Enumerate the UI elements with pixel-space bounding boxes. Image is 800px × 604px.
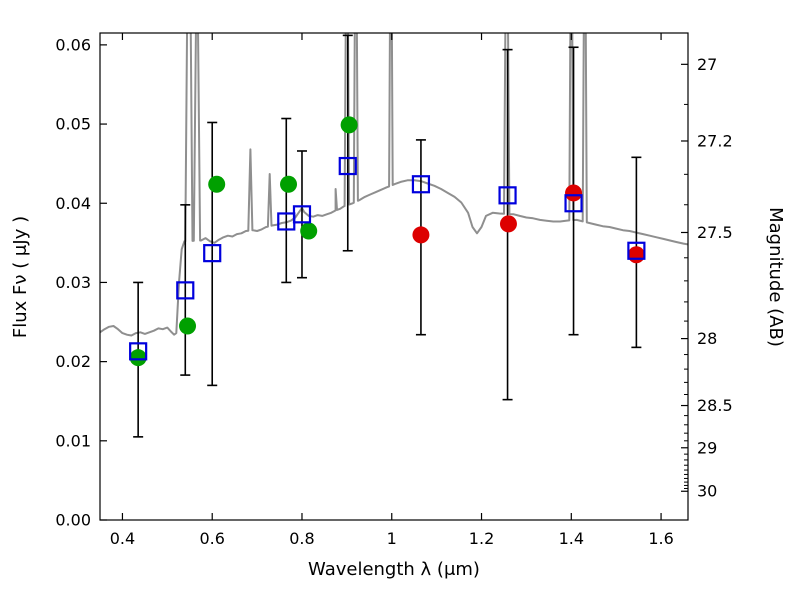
x-tick-label: 0.6 — [199, 529, 224, 548]
x-tick-label: 1 — [387, 529, 397, 548]
y2-axis-label: Magnitude (AB) — [765, 207, 786, 347]
x-tick-label: 0.4 — [110, 529, 135, 548]
x-tick-label: 1.2 — [469, 529, 494, 548]
mag-tick-label: 28 — [697, 329, 717, 348]
blue-squares-marker — [338, 156, 357, 176]
y-tick-label: 0.05 — [55, 115, 91, 134]
blue-squares — [129, 156, 646, 361]
ticks: 0.4 0.6 0.8 1 1.2 1.4 1.6 0.00 0.01 0.02 0.03 0.04 0… — [55, 33, 733, 548]
blue-squares-marker — [411, 175, 431, 194]
green-circles-marker — [280, 175, 298, 193]
plot-area: 0.4 0.6 0.8 1 1.2 1.4 1.6 0.00 0.01 0.02 0.03 0.04 0… — [55, 32, 733, 548]
green-circles-marker — [300, 222, 318, 240]
mag-tick-label: 28.5 — [697, 396, 733, 415]
red-circles-marker — [499, 215, 517, 233]
x-tick-label: 0.8 — [289, 529, 314, 548]
x-axis-label: Wavelength λ (μm) — [308, 559, 480, 580]
y-tick-label: 0.03 — [55, 273, 91, 292]
mag-tick-label: 30 — [697, 482, 717, 501]
blue-squares-marker — [627, 241, 646, 260]
blue-squares-marker — [564, 194, 583, 213]
green-circles-marker — [340, 116, 358, 134]
y-tick-label: 0.04 — [55, 194, 91, 213]
red-circles-marker — [565, 184, 583, 202]
green-circles-marker — [208, 175, 226, 193]
y-tick-label: 0.01 — [55, 431, 91, 450]
mag-tick-label: 27.2 — [697, 131, 733, 150]
mag-tick-label: 29 — [697, 438, 717, 457]
plot-frame — [99, 32, 689, 521]
y-tick-label: 0.06 — [55, 35, 91, 54]
blue-squares-marker — [129, 342, 148, 361]
blue-squares-marker — [176, 281, 195, 300]
green-circles-marker — [179, 317, 197, 335]
green-circles — [129, 116, 358, 367]
green-circles-marker — [129, 349, 147, 367]
error-bars — [133, 34, 642, 438]
red-circles-marker — [627, 246, 645, 264]
blue-squares-marker — [203, 244, 222, 263]
mag-tick-label: 27.5 — [697, 223, 733, 242]
y-tick-label: 0.02 — [55, 352, 91, 371]
red-circles-marker — [412, 226, 430, 244]
blue-squares-marker — [498, 186, 517, 205]
blue-squares-marker — [292, 205, 312, 224]
y-axis-label: Flux Fν ( μJy ) — [10, 216, 31, 338]
spectrum-line — [100, 33, 688, 337]
x-tick-label: 1.6 — [648, 529, 673, 548]
y-tick-label: 0.00 — [55, 511, 91, 530]
mag-tick-label: 27 — [697, 55, 717, 74]
red-circles — [412, 184, 645, 264]
x-tick-label: 1.4 — [559, 529, 584, 548]
